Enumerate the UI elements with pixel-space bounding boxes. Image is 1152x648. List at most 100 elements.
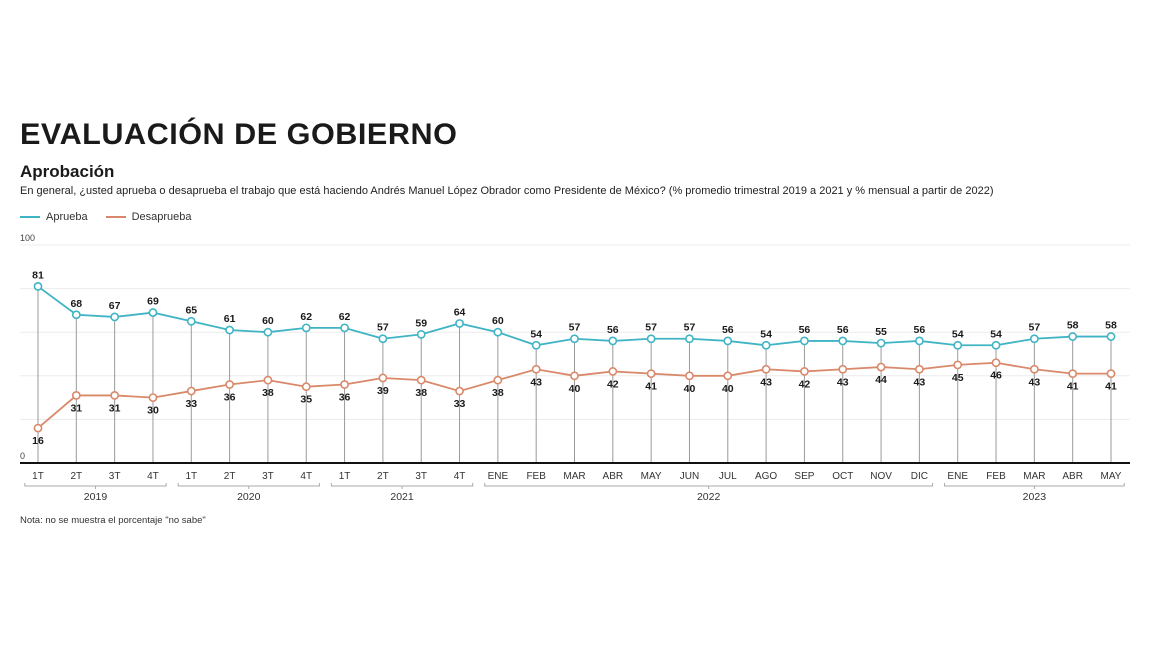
data-point-aprueba [378,334,388,344]
data-label-desaprueba: 43 [530,376,542,388]
data-point-aprueba [263,327,273,337]
data-point-desaprueba [761,364,771,374]
data-point-aprueba [1029,334,1039,344]
data-label-aprueba: 81 [32,269,44,281]
data-point-aprueba [953,340,963,350]
year-label: 2023 [1023,491,1047,503]
data-label-aprueba: 57 [377,322,389,334]
data-label-desaprueba: 43 [760,376,772,388]
legend-item-aprueba: Aprueba [20,211,88,223]
data-label-aprueba: 60 [492,315,504,327]
chart-subtitle: Aprobación [20,162,115,181]
data-point-desaprueba [340,380,349,389]
x-tick-label: DIC [911,471,928,482]
data-point-aprueba [148,308,158,317]
data-point-aprueba [914,336,924,346]
data-point-desaprueba [378,373,388,383]
data-label-aprueba: 55 [875,326,887,338]
data-label-desaprueba: 46 [990,370,1002,382]
year-label: 2021 [390,491,414,503]
data-label-desaprueba: 31 [70,402,82,414]
x-tick-label: AGO [755,471,777,482]
data-point-aprueba [838,336,848,346]
data-point-desaprueba [186,386,196,396]
x-tick-label: 3T [262,471,274,482]
data-point-aprueba [991,340,1001,350]
data-point-aprueba [110,312,120,322]
x-tick-label: 4T [300,471,312,482]
year-label: 2019 [84,491,108,503]
year-bracket [24,483,167,489]
data-label-aprueba: 62 [339,311,351,323]
data-point-desaprueba [531,364,541,374]
data-point-aprueba [646,334,656,344]
data-label-aprueba: 69 [147,296,159,308]
data-point-desaprueba [838,364,848,374]
data-label-aprueba: 54 [760,328,772,340]
data-label-aprueba: 56 [722,324,734,336]
data-label-desaprueba: 38 [262,387,274,399]
x-tick-label: ABR [603,471,624,482]
data-label-aprueba: 56 [799,324,811,336]
data-label-aprueba: 56 [607,324,619,336]
year-label: 2022 [697,491,721,503]
data-label-aprueba: 60 [262,315,274,327]
year-bracket [484,483,934,489]
data-label-desaprueba: 31 [109,402,121,414]
x-tick-label: MAR [563,471,585,482]
x-tick-label: 1T [339,471,351,482]
data-label-aprueba: 57 [569,322,581,334]
data-point-desaprueba [646,369,656,379]
x-tick-label: 1T [32,471,44,482]
data-label-desaprueba: 44 [875,374,887,386]
legend-item-desaprueba: Desaprueba [105,211,192,223]
data-label-aprueba: 56 [837,324,849,336]
data-label-aprueba: 58 [1067,320,1079,332]
data-label-desaprueba: 42 [607,378,619,390]
data-point-aprueba [1106,332,1116,341]
data-point-desaprueba [225,380,235,389]
data-label-aprueba: 57 [1029,322,1041,334]
data-point-desaprueba [800,367,809,376]
x-tick-label: FEB [986,471,1006,482]
data-label-desaprueba: 45 [952,372,964,384]
x-tick-label: JUN [680,471,699,482]
data-point-desaprueba [914,364,924,374]
data-label-desaprueba: 43 [914,376,926,388]
data-point-aprueba [1068,332,1078,341]
data-label-aprueba: 56 [914,324,926,336]
data-point-desaprueba [416,375,426,385]
data-point-aprueba [416,329,426,339]
data-point-aprueba [685,334,694,344]
x-tick-label: SEP [794,471,814,482]
data-point-desaprueba [608,367,618,376]
data-label-aprueba: 67 [109,300,121,312]
legend-swatch-aprueba [20,216,40,218]
data-point-desaprueba [1106,369,1116,379]
data-point-aprueba [301,323,311,333]
data-label-aprueba: 54 [990,328,1002,340]
data-point-desaprueba [685,371,694,381]
y-tick-label: 0 [20,451,25,461]
data-label-aprueba: 59 [415,317,427,329]
data-label-aprueba: 61 [224,313,236,325]
data-label-aprueba: 68 [70,298,82,310]
data-point-desaprueba [876,362,886,372]
data-label-desaprueba: 38 [415,387,427,399]
survey-question: En general, ¿usted aprueba o desaprueba … [20,185,994,197]
data-point-aprueba [71,310,81,320]
data-point-desaprueba [71,391,81,400]
data-point-desaprueba [570,371,579,381]
data-point-aprueba [876,338,886,348]
data-label-aprueba: 64 [454,306,466,318]
data-label-desaprueba: 40 [684,383,696,395]
data-point-desaprueba [723,371,733,381]
data-label-desaprueba: 33 [454,398,466,410]
data-label-desaprueba: 35 [300,394,312,406]
x-tick-label: 4T [147,471,159,482]
x-tick-label: FEB [526,471,546,482]
legend: Aprueba Desaprueba [20,211,192,223]
x-tick-label: OCT [832,471,853,482]
data-point-aprueba [570,334,579,344]
